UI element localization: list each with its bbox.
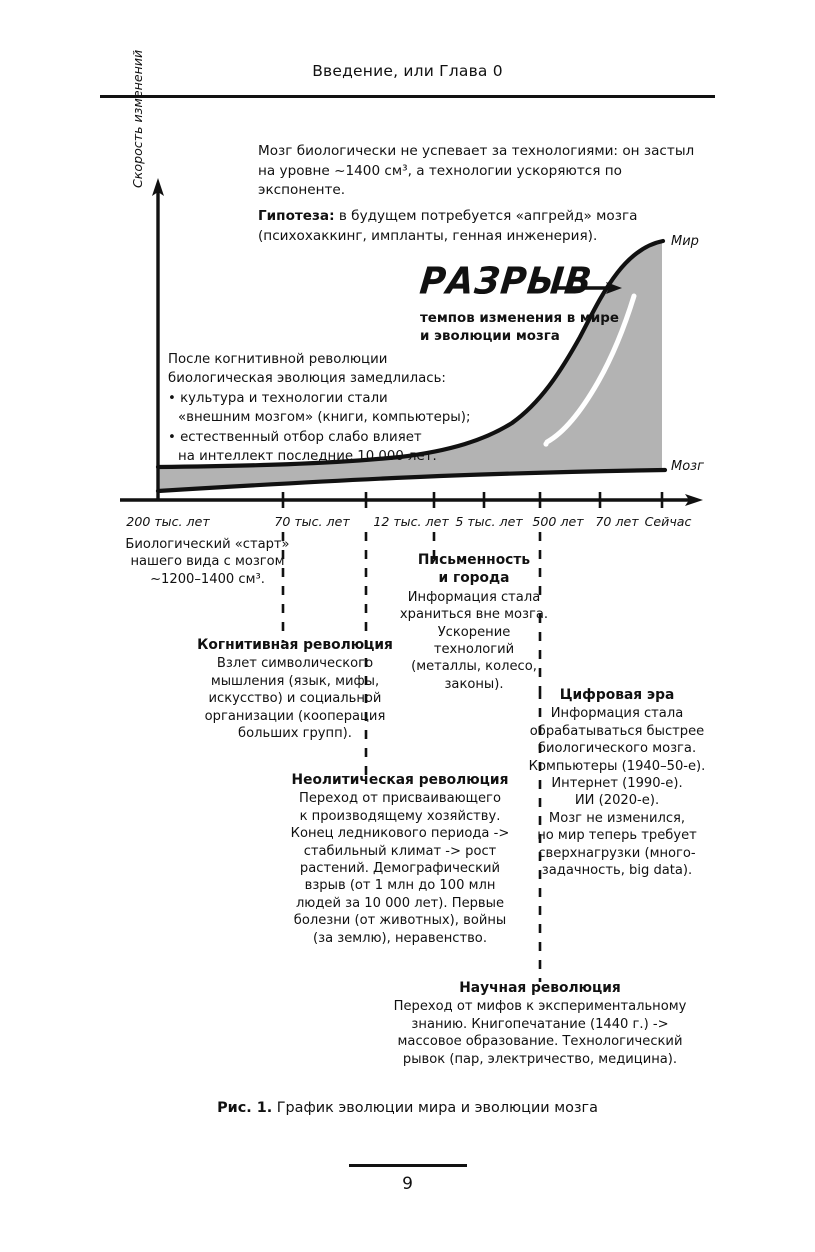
annotation-scientific-line-3: массовое образование. Технологический bbox=[397, 1034, 683, 1050]
gap-callout-subtitle-line-2: и эволюции мозга bbox=[420, 328, 560, 344]
annotation-writing-line-2: храниться вне мозга. bbox=[399, 607, 549, 623]
gap-shaded-area bbox=[158, 243, 662, 491]
curve-highlight bbox=[544, 293, 637, 445]
annotation-cognitive-line-2: мышления (язык, мифы, bbox=[210, 673, 380, 689]
annotation-neolithic-heading: Неолитическая революция bbox=[291, 772, 509, 788]
annotation-bio-start: Биологический «старт» нашего вида с мозг… bbox=[100, 536, 315, 588]
annotation-writing-heading-1: Письменность bbox=[417, 552, 531, 568]
annotation-digital-line-1: Информация стала bbox=[550, 706, 684, 722]
tick-label-12k: 12 тыс. лет bbox=[373, 514, 449, 529]
top-note-line-2: на уровне ~1400 см³, а технологии ускоря… bbox=[258, 162, 622, 199]
figure-caption-label: Рис. 1. bbox=[217, 1100, 273, 1116]
gap-callout-word: РАЗРЫВ bbox=[417, 260, 595, 304]
annotation-writing-line-1: Информация стала bbox=[407, 589, 541, 605]
annotation-writing-and-cities: Письменность и города Информация стала х… bbox=[399, 552, 549, 693]
annotation-neolithic-line-7: людей за 10 000 лет). Первые bbox=[295, 895, 505, 911]
annotation-digital-line-10: задачность, big data). bbox=[541, 863, 693, 879]
annotation-digital-line-4: Компьютеры (1940–50-е). bbox=[528, 758, 706, 774]
annotation-scientific-heading: Научная революция bbox=[459, 980, 621, 996]
x-axis-arrowhead bbox=[685, 494, 703, 506]
axis-ticks bbox=[156, 489, 664, 508]
annotation-digital-line-2: обрабатываться быстрее bbox=[529, 723, 705, 739]
page-number: 9 bbox=[402, 1174, 413, 1194]
gap-callout-subtitle-line-1: темпов изменения в мире bbox=[420, 311, 619, 326]
left-note-line-2: биологическая эволюция замедлилась: bbox=[168, 371, 446, 387]
annotation-writing-heading-2: и города bbox=[438, 570, 510, 587]
annotation-digital-line-7: Мозг не изменился, bbox=[548, 810, 686, 826]
hypothesis-rest: в будущем потребуется «апгрейд» мозга bbox=[334, 208, 638, 225]
annotation-digital-line-6: ИИ (2020-е). bbox=[574, 793, 660, 809]
folio-rule bbox=[349, 1164, 467, 1167]
figure-caption: Рис. 1. График эволюции мира и эволюции … bbox=[0, 1100, 815, 1116]
gap-callout-subtitle: темпов изменения в мире и эволюции мозга bbox=[420, 310, 690, 345]
annotation-digital-line-3: биологического мозга. bbox=[537, 741, 697, 757]
left-note-bullet-2: • естественный отбор слабо влияет на инте… bbox=[168, 428, 488, 467]
annotation-bio-start-line-1: Биологический «старт» bbox=[125, 537, 290, 552]
left-note-bullet-2-a: • естественный отбор слабо влияет bbox=[168, 429, 422, 445]
annotation-scientific-line-4: рывок (пар, электричество, медицина). bbox=[402, 1051, 678, 1067]
evolution-chart: Скорость изменений Мир Мозг РАЗРЫВ темпо… bbox=[0, 0, 815, 560]
left-note-bullet-2-b: на интеллект последние 10 000 лет. bbox=[178, 449, 437, 465]
annotation-scientific-revolution: Научная революция Переход от мифов к экс… bbox=[380, 980, 700, 1068]
y-axis-label: Скорость изменений bbox=[130, 49, 145, 188]
annotation-cognitive-line-5: больших групп). bbox=[238, 726, 352, 741]
highlight-dot bbox=[543, 441, 549, 447]
tick-label-now: Сейчас bbox=[644, 514, 692, 529]
annotation-cognitive-revolution: Когнитивная революция Взлет символическо… bbox=[189, 637, 401, 742]
gap-arrow-icon bbox=[556, 282, 622, 294]
tick-label-70: 70 лет bbox=[595, 514, 639, 529]
annotation-neolithic-line-1: Переход от присваивающего bbox=[299, 791, 501, 807]
annotation-cognitive-line-1: Взлет символического bbox=[216, 656, 374, 672]
annotation-writing-line-3: Ускорение технологий bbox=[433, 624, 515, 657]
annotation-neolithic-line-8: болезни (от животных), войны bbox=[293, 913, 507, 929]
annotation-bio-start-line-3: ~1200–1400 см³. bbox=[150, 571, 265, 587]
left-note-bullet-1-b: «внешним мозгом» (книги, компьютеры); bbox=[178, 410, 471, 426]
figure-caption-text: График эволюции мира и эволюции мозга bbox=[272, 1100, 598, 1116]
annotation-cognitive-heading: Когнитивная революция bbox=[197, 637, 393, 653]
world-series-label: Мир bbox=[671, 234, 699, 249]
annotation-neolithic-revolution: Неолитическая революция Переход от присв… bbox=[275, 772, 525, 947]
world-curve bbox=[155, 238, 666, 470]
annotation-neolithic-line-2: к производящему хозяйству. bbox=[299, 808, 501, 824]
top-note: Мозг биологически не успевает за техноло… bbox=[258, 142, 696, 247]
annotation-bio-start-line-2: нашего вида с мозгом bbox=[130, 554, 285, 570]
running-head: Введение, или Глава 0 bbox=[312, 62, 503, 80]
left-note: После когнитивной революции биологическа… bbox=[168, 350, 488, 466]
hypothesis-label: Гипотеза: bbox=[258, 208, 335, 225]
annotation-neolithic-line-9: (за землю), неравенство. bbox=[313, 930, 487, 946]
annotation-scientific-line-2: знанию. Книгопечатание (1440 г.) -> bbox=[411, 1016, 669, 1032]
y-axis-arrowhead bbox=[152, 178, 164, 196]
top-note-hypothesis: Гипотеза: в будущем потребуется «апгрейд… bbox=[258, 207, 696, 227]
annotation-scientific-line-1: Переход от мифов к экспериментальному bbox=[393, 999, 687, 1015]
annotation-digital-line-8: но мир теперь требует bbox=[537, 828, 697, 844]
brain-series-label: Мозг bbox=[671, 459, 704, 474]
annotation-digital-line-5: Интернет (1990-е). bbox=[551, 776, 683, 791]
annotation-neolithic-line-4: стабильный климат -> рост bbox=[303, 843, 497, 859]
top-note-line-4: (психохаккинг, импланты, генная инженери… bbox=[258, 227, 598, 244]
annotation-digital-heading: Цифровая эра bbox=[559, 687, 675, 703]
left-note-bullet-1: • культура и технологии стали «внешним мо… bbox=[168, 389, 488, 428]
top-note-line-1: Мозг биологически не успевает за техноло… bbox=[258, 143, 695, 159]
brain-curve bbox=[155, 467, 668, 494]
tick-label-5k: 5 тыс. лет bbox=[455, 514, 523, 529]
annotation-cognitive-line-3: искусство) и социальной bbox=[208, 691, 382, 707]
annotation-digital-line-9: сверхнагрузки (много- bbox=[538, 845, 696, 861]
running-head-rule bbox=[100, 95, 715, 98]
chart-svg bbox=[120, 178, 703, 508]
left-note-line-1: После когнитивной революции bbox=[168, 352, 388, 367]
annotation-writing-line-5: законы). bbox=[444, 676, 504, 692]
tick-label-500: 500 лет bbox=[532, 514, 584, 529]
annotation-neolithic-line-3: Конец ледникового периода -> bbox=[290, 826, 510, 842]
annotation-digital-era: Цифровая эра Информация стала обрабатыва… bbox=[527, 687, 707, 879]
annotation-neolithic-line-6: взрыв (от 1 млн до 100 млн bbox=[304, 878, 496, 894]
tick-label-70k: 70 тыс. лет bbox=[274, 514, 350, 529]
left-note-bullet-1-a: • культура и технологии стали bbox=[168, 390, 388, 406]
annotation-neolithic-line-5: растений. Демографический bbox=[299, 861, 501, 876]
annotation-cognitive-line-4: организации (кооперация bbox=[204, 708, 386, 724]
tick-label-200k: 200 тыс. лет bbox=[126, 514, 210, 529]
annotation-writing-line-4: (металлы, колесо, bbox=[411, 659, 537, 675]
